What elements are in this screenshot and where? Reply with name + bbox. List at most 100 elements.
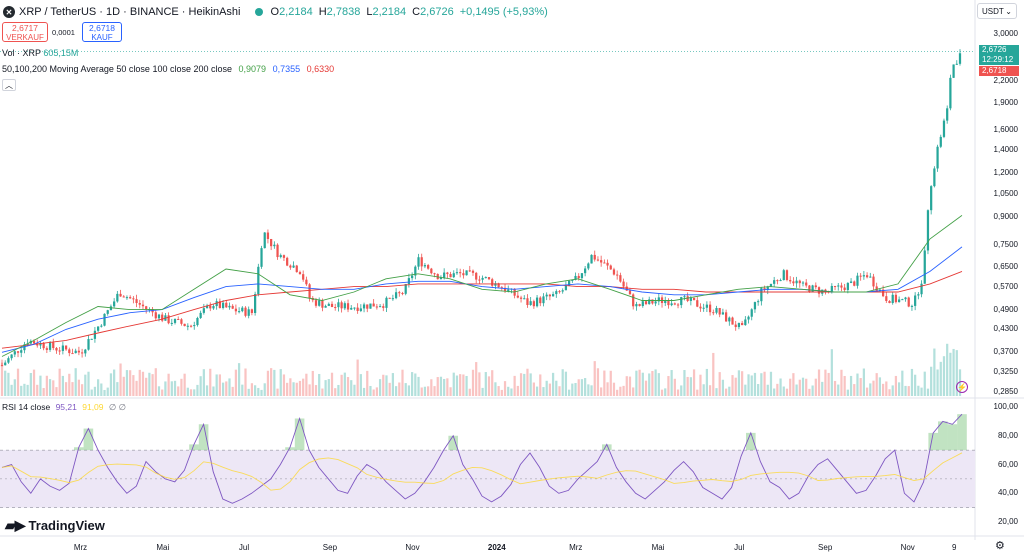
candle-body bbox=[529, 301, 532, 305]
candle-body bbox=[36, 343, 39, 346]
sell-button[interactable]: 2,6717 VERKAUF bbox=[2, 22, 48, 42]
buy-button[interactable]: 2,6718 KAUF bbox=[82, 22, 122, 42]
volume-bar bbox=[702, 384, 705, 396]
volume-bar bbox=[641, 372, 644, 396]
volume-bar bbox=[455, 375, 459, 396]
candle-body bbox=[942, 120, 946, 137]
volume-bar bbox=[849, 375, 853, 396]
volume-bar bbox=[202, 369, 205, 396]
symbol-header: ✕ XRP / TetherUS · 1D · BINANCE · Heikin… bbox=[0, 3, 554, 21]
volume-bar bbox=[728, 386, 731, 396]
volume-bar bbox=[407, 385, 411, 396]
xrp-logo-icon: ✕ bbox=[3, 6, 15, 18]
volume-bar bbox=[273, 369, 276, 396]
candle-body bbox=[926, 210, 930, 251]
candle-body bbox=[683, 296, 686, 298]
candle-body bbox=[955, 63, 958, 65]
candle-body bbox=[64, 345, 68, 350]
last-price-tag: 2,6726 12:29:12 bbox=[979, 45, 1019, 65]
lightning-icon[interactable]: ⚡ bbox=[956, 381, 968, 393]
candle-body bbox=[247, 309, 250, 316]
ma-legend[interactable]: 50,100,200 Moving Average 50 close 100 c… bbox=[2, 64, 334, 74]
volume-bar bbox=[318, 373, 321, 396]
candle-body bbox=[747, 316, 750, 320]
volume-bar bbox=[933, 348, 936, 396]
candle-body bbox=[314, 300, 318, 306]
bid-price: 2,6718 bbox=[982, 66, 1007, 75]
volume-bar bbox=[212, 386, 215, 396]
candle-body bbox=[612, 269, 616, 275]
ma50-line bbox=[1, 215, 963, 357]
volume-bar bbox=[228, 378, 231, 396]
candle-body bbox=[452, 273, 455, 278]
collapse-legend-button[interactable]: ︿ bbox=[2, 79, 16, 91]
volume-bar bbox=[744, 384, 747, 396]
tradingview-brand[interactable]: ▰▶ TradingView bbox=[5, 517, 105, 534]
volume-bar bbox=[625, 376, 628, 396]
volume-bar bbox=[295, 382, 298, 396]
gear-icon[interactable]: ⚙ bbox=[995, 540, 1005, 552]
candle-body bbox=[410, 275, 414, 279]
volume-legend-label: Vol · XRP bbox=[2, 48, 41, 58]
candle-body bbox=[571, 279, 574, 281]
price-tick-label: 1,6000 bbox=[993, 124, 1018, 134]
candle-body bbox=[564, 285, 568, 291]
candle-body bbox=[286, 257, 289, 266]
candle-body bbox=[42, 343, 45, 349]
candle-body bbox=[61, 345, 64, 351]
volume-bar bbox=[558, 386, 561, 396]
candle-body bbox=[350, 307, 353, 310]
price-tick-label: 0,3250 bbox=[993, 367, 1018, 377]
volume-bar bbox=[567, 389, 571, 396]
volume-bar bbox=[587, 384, 590, 396]
candle-body bbox=[257, 266, 260, 295]
candle-body bbox=[234, 308, 238, 312]
volume-bar bbox=[446, 378, 449, 396]
volume-bar bbox=[452, 372, 455, 396]
volume-bar bbox=[497, 386, 500, 396]
candle-body bbox=[708, 304, 712, 313]
candle-body bbox=[859, 275, 862, 277]
candle-body bbox=[741, 323, 744, 326]
volume-bar bbox=[145, 377, 148, 396]
volume-bar bbox=[132, 375, 135, 396]
volume-bar bbox=[811, 385, 814, 396]
candle-body bbox=[173, 319, 177, 323]
price-tick-label: 0,3700 bbox=[993, 347, 1018, 357]
currency-select[interactable]: USDT ⌄ bbox=[977, 3, 1017, 19]
volume-bar bbox=[29, 372, 32, 396]
time-tick-label: 9 bbox=[952, 543, 957, 552]
candle-body bbox=[427, 265, 430, 269]
volume-bar bbox=[824, 369, 827, 396]
volume-bar bbox=[494, 382, 497, 396]
candle-body bbox=[241, 307, 244, 312]
price-tick-label: 0,5700 bbox=[993, 281, 1018, 291]
volume-bar bbox=[433, 386, 436, 396]
candle-body bbox=[590, 254, 593, 264]
open-value: 2,2184 bbox=[279, 6, 313, 18]
volume-bar bbox=[366, 370, 369, 396]
volume-bar bbox=[0, 359, 4, 396]
candle-body bbox=[353, 307, 356, 309]
candle-body bbox=[728, 317, 731, 322]
candle-body bbox=[449, 274, 452, 278]
volume-bar bbox=[737, 370, 741, 396]
candle-body bbox=[212, 306, 215, 309]
volume-legend[interactable]: Vol · XRP 605,15M bbox=[2, 48, 78, 58]
volume-bar bbox=[459, 374, 462, 396]
rsi-legend[interactable]: RSI 14 close 95,21 91,09 ∅ ∅ bbox=[2, 402, 126, 413]
candle-body bbox=[221, 302, 225, 308]
candle-body bbox=[603, 262, 606, 264]
candle-body bbox=[16, 351, 20, 353]
candle-body bbox=[359, 308, 362, 311]
symbol-title[interactable]: XRP / TetherUS · 1D · BINANCE · HeikinAs… bbox=[19, 6, 241, 18]
volume-bar bbox=[420, 387, 423, 396]
candle-body bbox=[856, 275, 859, 286]
candle-body bbox=[481, 277, 484, 280]
volume-bar bbox=[170, 381, 173, 396]
candle-body bbox=[865, 275, 869, 278]
candle-body bbox=[289, 265, 292, 268]
price-tick-label: 0,4900 bbox=[993, 304, 1018, 314]
candle-body bbox=[417, 257, 420, 267]
